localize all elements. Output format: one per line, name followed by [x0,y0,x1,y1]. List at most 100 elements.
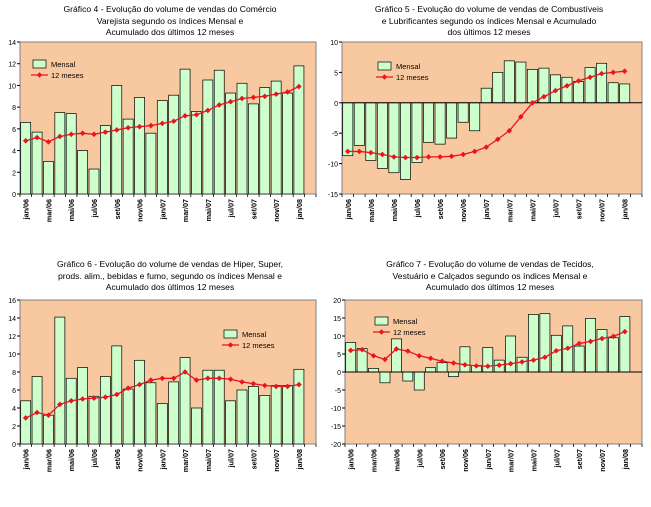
x-tick-label: mai/07 [529,449,538,471]
x-tick-label: set/06 [113,199,122,219]
bar [561,76,573,104]
legend-line-label: 12 meses [396,73,429,82]
bar [436,362,448,373]
bar [585,318,596,373]
legend-line-marker [36,72,43,78]
legend: Mensal 12 meses [31,59,84,80]
x-tick-label: nov/07 [598,449,607,472]
y-tick-label: 10 [8,83,16,90]
bar [191,407,202,445]
y-tick-label: -15 [331,424,341,431]
bar [608,337,619,373]
bar [480,87,492,104]
x-tick-label: jan/06 [347,449,356,470]
bar [270,385,282,445]
bar [77,367,88,445]
line-marker [68,131,75,138]
line-marker [448,153,455,160]
legend-line-label: 12 meses [242,341,275,350]
line-marker [261,93,268,100]
legend-bar-label: Mensal [396,62,421,71]
x-tick-label: jul/06 [415,449,424,468]
line-marker [529,100,536,106]
line-marker [621,68,628,74]
bar [213,69,225,195]
line-marker [518,113,524,120]
bar [413,371,425,391]
bar [526,69,538,104]
bar [202,79,214,195]
chart-title: Gráfico 6 - Evolução do volume de vendas… [30,259,310,294]
bar [345,342,357,373]
line-marker [68,398,75,404]
bar [31,131,43,195]
x-tick-label: set/07 [249,199,258,219]
bar-line-chart: 0 2 4 6 8 10 12 14 16 jan/06 mar/06 mai/06 jul/06 set… [8,298,317,472]
line-marker [391,154,397,160]
line-marker [102,394,109,400]
x-tick-label: set/06 [436,199,445,219]
line-marker [587,74,593,81]
y-tick-label: 16 [8,298,16,305]
bar [411,102,423,163]
bar [202,369,214,445]
chart-title-line: Gráfico 6 - Evolução do volume de vendas… [57,259,283,269]
x-tick-label: mai/06 [67,199,76,221]
bar [65,377,77,445]
chart-panel-grafico-5: Gráfico 5 - Evolução do volume de vendas… [325,0,651,251]
legend-bar-label: Mensal [51,60,76,69]
bar [596,62,608,104]
bar [248,386,259,445]
x-tick-label: jul/06 [413,199,422,218]
bar [425,367,437,373]
x-tick-label: jan/08 [621,199,630,220]
chart-title-line: Gráfico 5 - Evolução do volume de vendas… [374,4,604,14]
bar [282,385,293,445]
x-tick-label: mai/06 [67,449,76,471]
x-tick-label: jul/06 [90,449,99,468]
bar [179,68,191,195]
x-tick-label: mar/07 [181,449,190,472]
line-marker [45,139,52,145]
x-tick-label: nov/07 [598,199,607,222]
line-marker [159,120,166,127]
y-tick-label: -5 [335,388,341,395]
y-tick-label: 12 [8,62,16,69]
x-tick-label: jan/08 [295,449,304,470]
x-tick-label: jul/07 [227,449,236,468]
bar [503,60,515,104]
bar [54,316,66,445]
line-marker [425,154,432,160]
y-tick-label: 0 [12,442,16,449]
bar [469,102,481,132]
line-marker [170,118,177,125]
x-tick-label: jan/07 [484,449,493,470]
legend-line-label: 12 meses [393,328,426,337]
bar [434,102,446,145]
line-marker [216,102,223,108]
line-marker [494,136,501,143]
line-marker [239,379,245,385]
y-tick-label: 15 [333,316,341,323]
y-tick-label: 5 [334,70,338,77]
bar [156,403,168,445]
bar [573,345,585,373]
x-tick-label: set/07 [575,199,584,219]
line-marker [610,333,617,340]
line-marker [284,89,291,95]
legend-line-marker [381,74,388,80]
chart-title-line: e Lubrificantes segundo os índices Mensa… [381,15,597,26]
line-marker [542,354,548,361]
bar [607,82,619,104]
line-marker [575,78,582,84]
line-marker [34,134,40,141]
line-marker [344,148,351,155]
bar [619,83,631,104]
line-marker [239,95,245,102]
line-marker [587,338,594,345]
line-marker [460,151,466,158]
legend: Mensal 12 meses [373,316,426,337]
x-tick-label: mar/06 [44,449,53,472]
bar [259,87,271,195]
bar [528,314,539,373]
